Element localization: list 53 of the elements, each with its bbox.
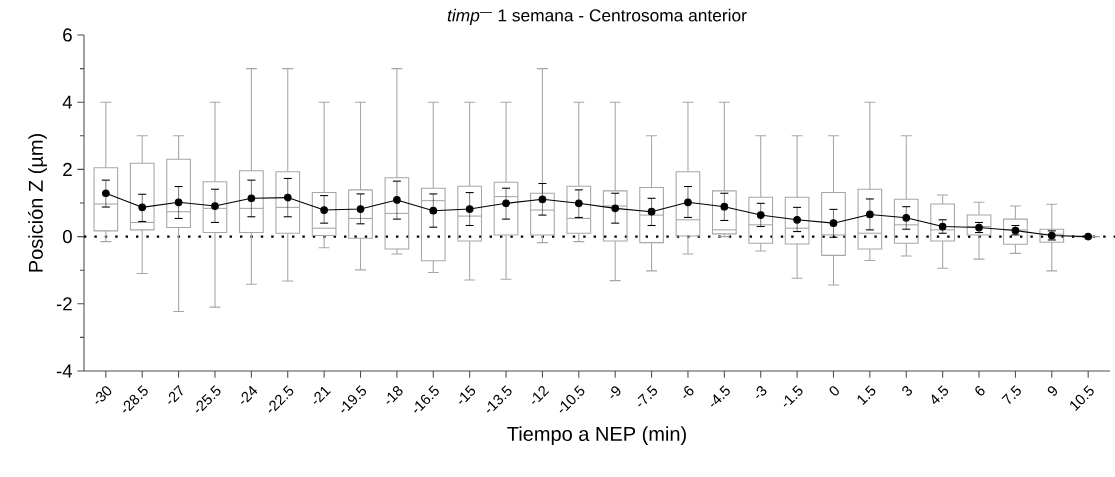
point xyxy=(211,202,219,210)
point xyxy=(138,203,147,212)
point xyxy=(866,210,874,219)
y-axis-title: Posición Z (µm) xyxy=(28,134,47,272)
chart-title: timp$^{—}$ 1 semana - Centrosoma anterior xyxy=(447,8,747,25)
x-tick-label: -30 xyxy=(95,386,112,404)
x-tick-label: 3 xyxy=(902,386,912,396)
point xyxy=(902,213,911,222)
x-tick-label: -24 xyxy=(240,385,258,404)
y-tick-label: 4 xyxy=(62,95,73,109)
x-tick-label: 9 xyxy=(1047,386,1058,396)
point xyxy=(829,219,838,228)
point xyxy=(174,198,183,207)
x-tick-label: -1.5 xyxy=(783,385,803,407)
y-tick-label: -2 xyxy=(56,297,72,311)
y-tick-label: 6 xyxy=(63,28,72,42)
point xyxy=(720,202,729,211)
x-tick-label: -27 xyxy=(168,384,183,404)
x-tick-label: -12 xyxy=(531,386,550,404)
x-tick-label: -21 xyxy=(313,386,331,404)
point xyxy=(1084,232,1093,241)
x-tick-label: 0 xyxy=(829,386,839,396)
point xyxy=(647,207,656,216)
x-tick-label: -15 xyxy=(459,385,476,404)
point xyxy=(356,205,365,213)
x-tick-label: -6 xyxy=(683,386,694,398)
y-tick-label: -4 xyxy=(56,364,73,378)
point xyxy=(574,199,583,208)
x-tick-label: -3 xyxy=(756,386,767,398)
point xyxy=(247,194,256,203)
point xyxy=(101,189,110,198)
x-tick-label: 6 xyxy=(975,386,985,396)
point xyxy=(393,196,401,204)
point xyxy=(793,215,801,224)
point xyxy=(684,198,692,207)
x-tick-label: -4.5 xyxy=(710,385,730,407)
point xyxy=(465,205,474,213)
y-tick-label: 0 xyxy=(62,229,72,244)
y-tick-label: 2 xyxy=(63,162,72,176)
point xyxy=(538,195,547,204)
x-tick-label: -9 xyxy=(610,386,621,398)
x-tick-label: 7.5 xyxy=(1001,385,1021,405)
x-tick-label: -7.5 xyxy=(637,385,658,407)
x-tick-label: 4.5 xyxy=(931,385,949,405)
point xyxy=(611,204,620,213)
point xyxy=(283,193,292,202)
x-tick-label: 1.5 xyxy=(857,385,876,406)
point xyxy=(756,211,765,219)
point xyxy=(429,206,438,215)
point xyxy=(320,206,329,214)
x-tick-label: -18 xyxy=(386,386,403,404)
point xyxy=(502,199,510,208)
x-axis-title: Tiempo a NEP (min) xyxy=(507,426,686,445)
